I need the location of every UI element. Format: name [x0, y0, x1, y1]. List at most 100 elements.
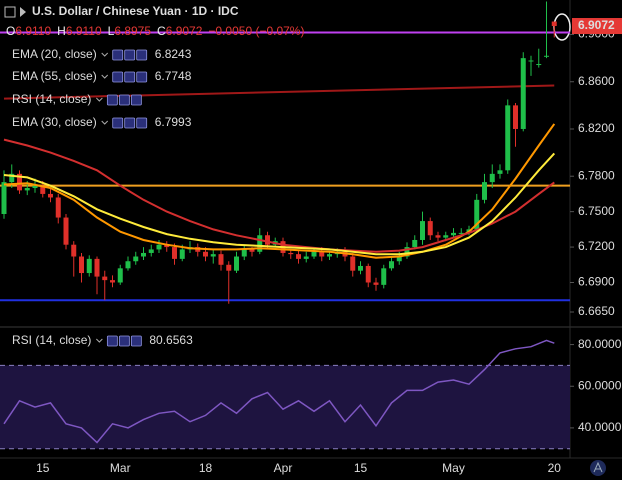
candle-body	[358, 265, 363, 271]
ema-line	[3, 123, 556, 259]
candle-body	[1, 182, 7, 215]
candle-body	[17, 173, 22, 191]
ohlc-key: O	[6, 24, 15, 38]
legend-chevron	[101, 74, 109, 79]
candle-body	[241, 249, 247, 257]
x-tick-label: 15	[36, 461, 50, 475]
candle-body	[32, 185, 38, 189]
candle-body	[257, 235, 263, 252]
candle-body	[63, 217, 69, 245]
legend-name: EMA (55, close)	[12, 69, 97, 83]
candle-body	[435, 235, 441, 238]
remove-button[interactable]	[136, 49, 148, 61]
candle-body	[544, 55, 549, 57]
ohlc-row: O6.9110 H6.9110 L6.8975 C6.9072 −0.0050 (−0.…	[6, 24, 304, 38]
candle-body	[311, 251, 317, 257]
candle-body	[164, 244, 170, 248]
ohlc-value: 6.9072	[166, 24, 203, 38]
candle-body	[528, 60, 534, 62]
candle-body	[79, 256, 84, 274]
candle-body	[404, 247, 410, 257]
legend-value: 6.7993	[155, 115, 192, 129]
candle-body	[94, 258, 100, 277]
eye-button[interactable]	[112, 49, 124, 61]
auto-scale-icon	[593, 461, 603, 473]
candle-body	[288, 252, 294, 255]
candle-body	[172, 247, 177, 259]
legend-chevron	[101, 52, 109, 57]
candle-body	[458, 232, 464, 234]
legend-chevron	[96, 338, 103, 343]
candle-body	[110, 280, 115, 283]
x-tick-label: 18	[199, 461, 213, 475]
candle-body	[296, 254, 301, 259]
candle-body	[234, 256, 239, 271]
candle-body	[513, 105, 518, 129]
remove-button[interactable]	[130, 335, 142, 347]
legend-value: 80.6563	[149, 333, 193, 347]
rsi-band	[0, 365, 570, 449]
settings-button[interactable]	[124, 71, 136, 83]
candle-body	[536, 64, 542, 66]
legend-value: 6.7748	[155, 69, 192, 83]
settings-button[interactable]	[124, 117, 136, 129]
settings-button[interactable]	[118, 94, 130, 106]
ohlc-value: 6.8975	[114, 24, 151, 38]
candle-body	[102, 276, 108, 281]
candle-body	[420, 221, 425, 240]
symbol-flag	[20, 7, 26, 17]
candle-body	[389, 261, 394, 269]
y-tick-label: 6.7800	[578, 168, 615, 182]
candle-body	[319, 251, 325, 257]
x-tick-label: May	[442, 461, 465, 475]
candle-body	[443, 235, 449, 238]
ohlc-key: H	[57, 24, 66, 38]
candle-body	[226, 264, 232, 271]
legend-name: EMA (30, close)	[12, 115, 97, 129]
remove-button[interactable]	[136, 71, 148, 83]
settings-button[interactable]	[124, 49, 136, 61]
candle-body	[55, 197, 61, 218]
y-tick-label: 80.0000	[578, 337, 622, 351]
candle-body	[9, 173, 15, 183]
collapse-button[interactable]	[4, 6, 16, 18]
y-tick-label: 6.7200	[578, 239, 615, 253]
candle-body	[497, 170, 503, 174]
x-tick-label: 20	[548, 461, 562, 475]
y-tick-label: 60.0000	[578, 378, 622, 392]
y-tick-label: 40.0000	[578, 420, 622, 434]
ohlc-key: L	[108, 24, 115, 38]
price-tag-label: 6.9072	[578, 18, 615, 32]
eye-button[interactable]	[112, 117, 124, 129]
candle-body	[203, 251, 208, 257]
ohlc-value: 6.9110	[15, 24, 51, 38]
remove-button[interactable]	[130, 94, 142, 106]
candle-body	[489, 173, 495, 183]
candle-body	[327, 254, 332, 257]
candle-body	[249, 249, 255, 252]
legend-chevron	[96, 97, 103, 102]
x-tick-label: Apr	[274, 461, 293, 475]
candle-body	[350, 256, 356, 271]
y-tick-label: 6.8200	[578, 121, 615, 135]
rsi-line	[3, 339, 555, 444]
change: −0.0050 (−0.07%)	[208, 24, 304, 38]
candle-body	[156, 244, 162, 250]
legend-chevron	[101, 120, 109, 125]
trendline	[3, 84, 555, 100]
candle-body	[303, 256, 309, 259]
chart-title: U.S. Dollar / Chinese Yuan · 1D · IDC	[32, 4, 239, 18]
candle-body	[179, 249, 185, 259]
legend-value: 6.8243	[155, 47, 192, 61]
legend-name: RSI (14, close)	[12, 333, 91, 347]
eye-button[interactable]	[106, 335, 118, 347]
ohlc-value: 6.9110	[66, 24, 102, 38]
eye-button[interactable]	[112, 71, 124, 83]
settings-button[interactable]	[118, 335, 130, 347]
remove-button[interactable]	[136, 117, 148, 129]
candle-body	[474, 199, 480, 230]
candle-body	[427, 221, 433, 236]
eye-button[interactable]	[106, 94, 118, 106]
